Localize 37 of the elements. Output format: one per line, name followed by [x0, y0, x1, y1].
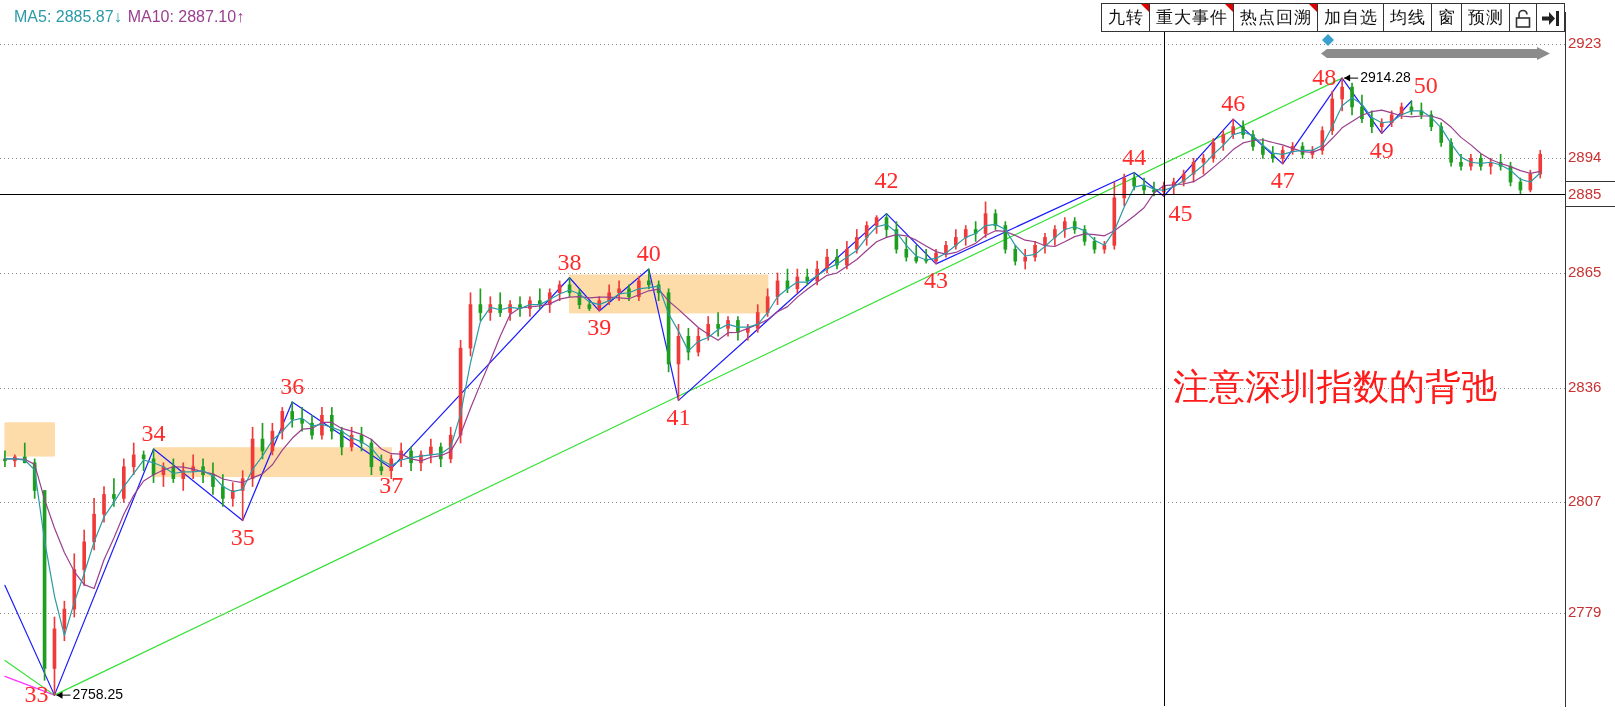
annotation: 50	[1413, 72, 1438, 99]
toolbar-button: 加自选	[1318, 3, 1384, 32]
data-label: 2914.28	[1360, 68, 1411, 85]
text: MA5: 2885.87↓	[14, 8, 122, 25]
annotation: 49	[1369, 136, 1394, 163]
y-tick-label: 2865	[1568, 263, 1602, 281]
y-tick-label: 2779	[1568, 603, 1602, 621]
annotation: 33	[24, 681, 49, 708]
annotation: 45	[1168, 199, 1193, 226]
toolbar-button: 均线	[1384, 3, 1432, 32]
toolbar-button: 九转	[1101, 3, 1150, 32]
text: MA10: 2887.10↑	[127, 8, 245, 25]
annotation: 41	[666, 403, 691, 430]
toolbar-button: 预测	[1462, 3, 1510, 32]
annotation: 38	[557, 249, 582, 276]
toolbar-button: 热点回溯	[1234, 3, 1318, 32]
ref-line-label: 2885	[1568, 184, 1602, 202]
annotation: 44	[1122, 143, 1147, 170]
annotation: 40	[636, 240, 661, 267]
y-tick-label: 2836	[1568, 377, 1602, 395]
annotation: 43	[924, 267, 949, 294]
annotation: 35	[230, 523, 255, 550]
data-label: 2758.25	[72, 685, 124, 702]
toolbar-button: 重大事件	[1150, 3, 1234, 32]
annotation: 47	[1270, 167, 1295, 194]
annotation: 39	[587, 314, 612, 341]
annotation: 34	[141, 420, 166, 447]
annotation: 48	[1312, 64, 1337, 91]
annotation: 注意深圳指数的背弛	[1172, 367, 1497, 408]
toolbar-button: 窗	[1432, 3, 1462, 32]
annotation: 36	[280, 373, 305, 400]
annotation: 42	[874, 166, 899, 193]
annotation: 37	[379, 471, 404, 498]
y-tick-label: 2807	[1568, 492, 1602, 510]
y-tick-label: 2894	[1568, 148, 1602, 166]
annotation: 46	[1221, 90, 1246, 117]
y-tick-label: 2923	[1568, 33, 1602, 51]
